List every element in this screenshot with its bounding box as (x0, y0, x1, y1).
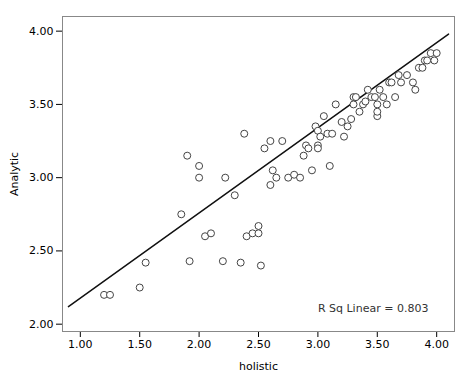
svg-text:1.00: 1.00 (68, 338, 93, 351)
svg-text:3.50: 3.50 (365, 338, 390, 351)
svg-text:3.00: 3.00 (29, 171, 54, 184)
svg-text:Analytic: Analytic (8, 152, 21, 196)
svg-text:2.50: 2.50 (29, 244, 54, 257)
svg-text:1.50: 1.50 (127, 338, 152, 351)
svg-text:4.00: 4.00 (29, 25, 54, 38)
svg-text:2.50: 2.50 (246, 338, 271, 351)
svg-text:2.00: 2.00 (187, 338, 212, 351)
svg-text:2.00: 2.00 (29, 318, 54, 331)
svg-text:holistic: holistic (239, 360, 278, 373)
svg-text:3.50: 3.50 (29, 98, 54, 111)
svg-text:R Sq Linear = 0.803: R Sq Linear = 0.803 (318, 302, 429, 315)
svg-text:4.00: 4.00 (424, 338, 449, 351)
svg-text:3.00: 3.00 (306, 338, 331, 351)
